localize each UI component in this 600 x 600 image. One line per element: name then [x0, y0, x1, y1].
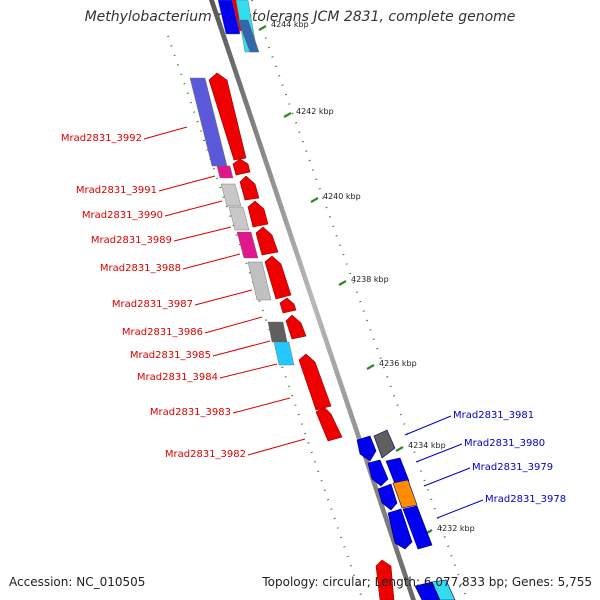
tick-mark: [338, 280, 347, 286]
gene-arrow-bottom-fwd: [375, 559, 395, 600]
gene-leader-line: [173, 226, 232, 242]
gene-leader-line: [158, 175, 216, 192]
gene-label[interactable]: Mrad2831_3990: [82, 210, 163, 221]
gene-arrow-3992: [208, 72, 247, 161]
tick-label: 4236 kbp: [379, 359, 417, 368]
tick-label: 4234 kbp: [408, 441, 446, 450]
gene-arrow-3987: [264, 255, 292, 300]
guide-ring-outer-forward: [251, 0, 467, 597]
forward-secondary-track: [189, 0, 295, 366]
gene-arrow-3985: [285, 314, 307, 340]
tick-mark: [310, 197, 319, 203]
gene-label[interactable]: Mrad2831_3980: [464, 438, 545, 449]
gene-arrow-3978-b: [402, 505, 433, 550]
gene-label[interactable]: Mrad2831_3979: [472, 462, 553, 473]
map-title: Methylobacterium radiotolerans JCM 2831,…: [84, 9, 516, 25]
accession-text: Accession: NC_010505: [9, 575, 146, 589]
track-block-bottom-rev: [431, 579, 456, 600]
gene-arrow-3981-track: [373, 429, 396, 459]
tick-mark: [395, 446, 404, 452]
gene-label[interactable]: Mrad2831_3985: [130, 350, 211, 361]
gene-label[interactable]: Mrad2831_3984: [137, 372, 218, 383]
gene-leader-line: [404, 415, 452, 436]
track-block-top: [217, 0, 241, 35]
gene-arrow-3989: [247, 200, 269, 228]
gene-leader-line: [219, 363, 278, 379]
gene-arrow-3986: [279, 297, 297, 314]
gene-leader-line: [436, 499, 484, 519]
gene-arrow-3981: [356, 435, 377, 462]
gene-leader-line: [164, 200, 223, 217]
backbone-line: [209, 0, 416, 600]
gene-labels: Mrad2831_3992 Mrad2831_3991 Mrad2831_3990 M…: [61, 133, 566, 505]
tick-mark: [366, 364, 375, 370]
gene-label[interactable]: Mrad2831_3988: [100, 263, 181, 274]
track-block-3988: [236, 231, 259, 259]
gene-leader-line: [212, 340, 271, 357]
track-block-3985: [273, 341, 295, 366]
tick-label: 4242 kbp: [296, 107, 334, 116]
track-block-3987: [247, 261, 272, 301]
gene-label[interactable]: Mrad2831_3989: [91, 235, 172, 246]
gene-arrow-3988: [255, 226, 279, 256]
gene-label[interactable]: Mrad2831_3983: [150, 407, 231, 418]
tick-label: 4232 kbp: [437, 524, 475, 533]
tick-marks: 4244 kbp 4242 kbp 4240 kbp 4238 kbp 4236 kbp…: [258, 20, 475, 535]
gene-leader-line: [415, 443, 463, 463]
gene-leader-line: [143, 126, 188, 140]
gene-leader-line: [194, 289, 253, 306]
gene-arrow-3980-b: [385, 457, 410, 485]
track-block-top-3: [237, 19, 260, 53]
gene-arrow-3978: [387, 508, 413, 550]
gene-label[interactable]: Mrad2831_3982: [165, 449, 246, 460]
gene-label[interactable]: Mrad2831_3986: [122, 327, 203, 338]
gene-arrow-3984: [298, 353, 332, 411]
gene-arrow-3979-track: [392, 479, 418, 509]
gene-leader-line: [232, 397, 291, 414]
gene-leader-line: [182, 253, 241, 270]
gene-label[interactable]: Mrad2831_3991: [76, 185, 157, 196]
gene-label[interactable]: Mrad2831_3987: [112, 299, 193, 310]
gene-label[interactable]: Mrad2831_3978: [485, 494, 566, 505]
guide-ring-inner-forward: [167, 35, 363, 599]
gene-leader-line: [423, 467, 471, 487]
tick-label: 4238 kbp: [351, 275, 389, 284]
gene-label[interactable]: Mrad2831_3992: [61, 133, 142, 144]
genome-summary-text: Topology: circular; Length: 6,077,833 bp…: [262, 575, 592, 589]
gene-leader-line: [247, 438, 306, 456]
track-block-3989: [228, 206, 250, 231]
gene-arrow-3990: [239, 175, 260, 201]
track-block-3990: [220, 183, 242, 207]
gene-leader-line: [204, 316, 263, 334]
gene-arrow-3979: [377, 483, 398, 511]
tick-label: 4240 kbp: [323, 192, 361, 201]
forward-genes: [208, 0, 395, 600]
gene-arrow-3980: [367, 459, 389, 487]
track-block-3986: [267, 321, 288, 343]
reverse-genes: [356, 429, 456, 600]
backbone: [209, 0, 416, 600]
tick-label: 4244 kbp: [271, 20, 309, 29]
gene-label-leaders: [143, 126, 484, 519]
tick-mark: [283, 112, 292, 118]
gene-label[interactable]: Mrad2831_3981: [453, 410, 534, 421]
tick-mark: [258, 25, 267, 31]
track-block-3991: [216, 165, 234, 179]
gene-arrow-3991: [232, 158, 251, 176]
gene-arrow-3983: [315, 406, 343, 442]
